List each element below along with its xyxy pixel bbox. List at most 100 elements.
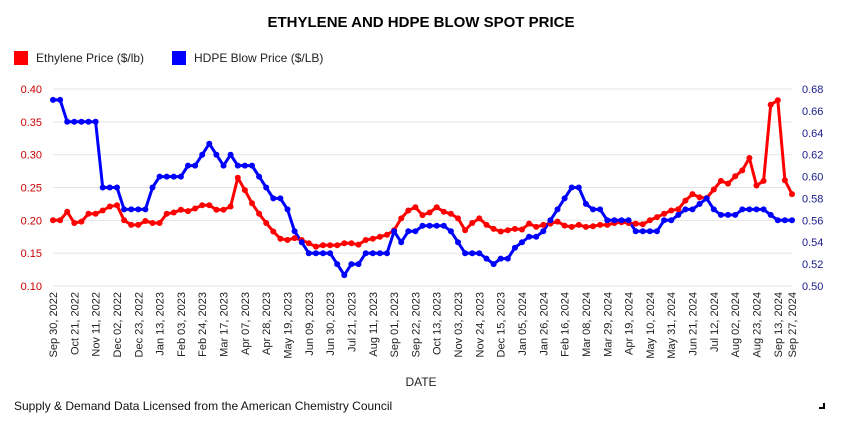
data-point-hdpe[interactable] — [654, 228, 660, 235]
data-point-hdpe[interactable] — [92, 118, 99, 125]
data-point-hdpe[interactable] — [121, 206, 128, 213]
data-point-ethylene[interactable] — [696, 194, 703, 201]
data-point-hdpe[interactable] — [781, 217, 788, 224]
data-point-hdpe[interactable] — [611, 217, 618, 224]
data-point-hdpe[interactable] — [710, 206, 717, 213]
data-point-ethylene[interactable] — [263, 220, 270, 226]
data-point-hdpe[interactable] — [519, 239, 525, 246]
data-point-hdpe[interactable] — [661, 217, 668, 224]
data-point-hdpe[interactable] — [227, 151, 234, 158]
data-point-ethylene[interactable] — [213, 206, 220, 213]
data-point-hdpe[interactable] — [320, 250, 326, 257]
data-point-hdpe[interactable] — [249, 162, 255, 169]
data-point-ethylene[interactable] — [99, 207, 106, 214]
data-point-ethylene[interactable] — [412, 204, 419, 211]
data-point-ethylene[interactable] — [540, 221, 547, 228]
legend-label-ethylene[interactable]: Ethylene Price ($/lb) — [36, 51, 144, 65]
data-point-ethylene[interactable] — [675, 206, 682, 213]
data-point-hdpe[interactable] — [490, 261, 497, 268]
data-point-hdpe[interactable] — [50, 96, 56, 103]
data-point-ethylene[interactable] — [405, 207, 412, 214]
data-point-ethylene[interactable] — [384, 231, 390, 238]
data-point-ethylene[interactable] — [632, 220, 639, 227]
data-point-hdpe[interactable] — [220, 162, 227, 169]
resize-handle-icon[interactable] — [819, 403, 825, 409]
data-point-ethylene[interactable] — [717, 177, 724, 184]
data-point-ethylene[interactable] — [789, 191, 795, 198]
data-point-ethylene[interactable] — [369, 235, 376, 242]
data-point-hdpe[interactable] — [284, 206, 291, 213]
data-point-hdpe[interactable] — [270, 195, 277, 202]
data-point-ethylene[interactable] — [774, 97, 781, 104]
data-point-hdpe[interactable] — [590, 206, 596, 213]
data-point-hdpe[interactable] — [64, 118, 71, 125]
data-point-hdpe[interactable] — [156, 173, 163, 180]
data-point-ethylene[interactable] — [725, 180, 731, 187]
data-point-hdpe[interactable] — [369, 250, 376, 257]
data-point-hdpe[interactable] — [305, 250, 312, 257]
data-point-hdpe[interactable] — [582, 200, 589, 207]
data-point-ethylene[interactable] — [476, 215, 483, 222]
data-point-ethylene[interactable] — [220, 206, 227, 213]
data-point-hdpe[interactable] — [192, 162, 199, 169]
data-point-ethylene[interactable] — [156, 220, 163, 226]
data-point-ethylene[interactable] — [483, 221, 490, 228]
data-point-ethylene[interactable] — [469, 220, 476, 226]
data-point-ethylene[interactable] — [362, 237, 369, 243]
data-point-hdpe[interactable] — [504, 255, 511, 262]
data-point-ethylene[interactable] — [355, 241, 362, 248]
data-point-ethylene[interactable] — [654, 214, 660, 221]
data-point-ethylene[interactable] — [710, 186, 717, 193]
data-point-hdpe[interactable] — [497, 255, 504, 262]
data-point-ethylene[interactable] — [149, 220, 156, 226]
data-point-ethylene[interactable] — [334, 242, 341, 249]
data-point-hdpe[interactable] — [561, 195, 568, 202]
data-point-ethylene[interactable] — [85, 210, 92, 217]
data-point-hdpe[interactable] — [99, 184, 106, 191]
data-point-hdpe[interactable] — [355, 261, 362, 268]
data-point-hdpe[interactable] — [263, 184, 270, 191]
data-point-ethylene[interactable] — [604, 221, 611, 228]
data-point-ethylene[interactable] — [497, 228, 504, 235]
data-point-ethylene[interactable] — [639, 221, 646, 228]
data-point-hdpe[interactable] — [199, 151, 206, 158]
data-point-hdpe[interactable] — [142, 206, 149, 213]
data-point-ethylene[interactable] — [305, 240, 312, 247]
data-point-hdpe[interactable] — [348, 261, 355, 268]
data-point-hdpe[interactable] — [206, 140, 213, 147]
data-point-hdpe[interactable] — [298, 239, 305, 246]
data-point-ethylene[interactable] — [78, 218, 85, 225]
data-point-ethylene[interactable] — [689, 191, 696, 198]
data-point-hdpe[interactable] — [426, 222, 433, 229]
data-point-hdpe[interactable] — [717, 211, 724, 218]
data-point-hdpe[interactable] — [668, 217, 675, 224]
data-point-ethylene[interactable] — [661, 210, 668, 217]
data-point-hdpe[interactable] — [476, 250, 483, 257]
data-point-ethylene[interactable] — [199, 202, 206, 209]
data-point-ethylene[interactable] — [760, 177, 767, 184]
data-point-ethylene[interactable] — [71, 220, 78, 226]
data-point-hdpe[interactable] — [376, 250, 383, 257]
data-point-hdpe[interactable] — [341, 272, 348, 279]
data-point-ethylene[interactable] — [227, 203, 234, 210]
data-point-ethylene[interactable] — [135, 221, 142, 228]
data-point-ethylene[interactable] — [440, 208, 447, 215]
data-point-hdpe[interactable] — [57, 96, 64, 103]
data-point-hdpe[interactable] — [149, 184, 156, 191]
data-point-ethylene[interactable] — [249, 200, 255, 207]
data-point-hdpe[interactable] — [291, 228, 298, 235]
data-point-ethylene[interactable] — [142, 218, 149, 224]
data-point-hdpe[interactable] — [568, 184, 575, 191]
data-point-ethylene[interactable] — [114, 202, 120, 209]
data-point-hdpe[interactable] — [540, 228, 547, 235]
data-point-hdpe[interactable] — [618, 217, 625, 224]
data-point-ethylene[interactable] — [185, 208, 191, 215]
legend-swatch-hdpe[interactable] — [172, 51, 186, 65]
data-point-hdpe[interactable] — [632, 228, 639, 235]
data-point-ethylene[interactable] — [646, 217, 653, 224]
data-point-ethylene[interactable] — [533, 223, 540, 230]
data-point-hdpe[interactable] — [575, 184, 582, 191]
data-point-ethylene[interactable] — [163, 210, 170, 217]
data-point-hdpe[interactable] — [746, 206, 753, 213]
data-point-ethylene[interactable] — [511, 225, 518, 232]
